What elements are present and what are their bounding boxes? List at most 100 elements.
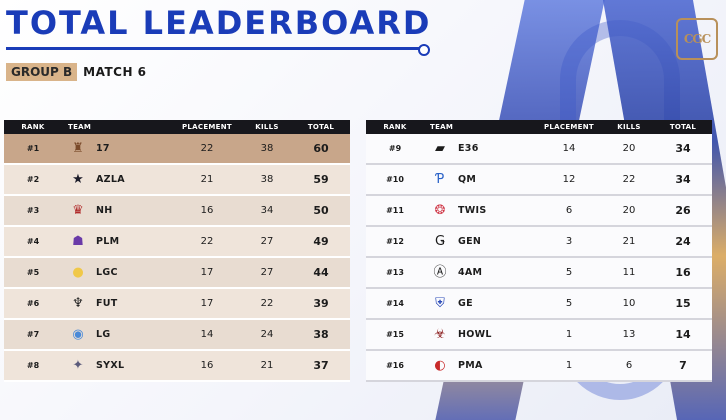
fut-emblem-icon: ♆ — [72, 296, 84, 311]
team-name: QM — [458, 174, 477, 185]
tournament-logo: CGC — [676, 18, 718, 60]
header-rank: RANK — [383, 123, 407, 131]
table-header: RANK TEAM PLACEMENT KILLS TOTAL — [366, 120, 712, 134]
team-name: PMA — [458, 360, 483, 371]
page-title: TOTAL LEADERBOARD — [6, 4, 432, 42]
table-row: #8 ✦ SYXL 16 21 37 — [4, 351, 350, 382]
table-row: #15 ☣ HOWL 1 13 14 — [366, 320, 712, 351]
team-cell: ◐ PMA — [424, 356, 534, 376]
team-cell: ❂ TWIS — [424, 201, 534, 221]
rank-cell: #14 — [386, 299, 404, 308]
kills-cell: 22 — [622, 174, 636, 185]
4am-logo-icon: Ⓐ — [433, 265, 447, 280]
placement-cell: 5 — [565, 298, 573, 309]
placement-cell: 21 — [200, 174, 214, 185]
placement-cell: 17 — [200, 267, 214, 278]
table-row: #4 ☗ PLM 22 27 49 — [4, 227, 350, 258]
team-name: SYXL — [96, 360, 125, 371]
table-header: RANK TEAM PLACEMENT KILLS TOTAL — [4, 120, 350, 134]
placement-cell: 22 — [200, 236, 214, 247]
team-cell: ♛ NH — [62, 201, 172, 221]
brain-icon: ❂ — [434, 203, 446, 218]
rank-cell: #5 — [26, 268, 40, 277]
rank-cell: #8 — [26, 361, 40, 370]
team-name: 17 — [96, 143, 110, 154]
blue-wave-icon: ◉ — [72, 327, 84, 342]
rank-cell: #3 — [26, 206, 40, 215]
team-cell: ◉ LG — [62, 325, 172, 345]
rank-cell: #4 — [26, 237, 40, 246]
total-cell: 49 — [313, 235, 329, 248]
crown-beast-icon: ♛ — [72, 203, 84, 218]
team-name: GE — [458, 298, 473, 309]
rank-cell: #16 — [386, 361, 404, 370]
placement-cell: 1 — [565, 360, 573, 371]
table-row: #12 Ǥ GEN 3 21 24 — [366, 227, 712, 258]
table-row: #9 ▰ E36 14 20 34 — [366, 134, 712, 165]
team-name: NH — [96, 205, 113, 216]
rank-cell: #10 — [386, 175, 404, 184]
header-team: TEAM — [430, 123, 454, 131]
gold-circle-icon: ● — [72, 265, 84, 280]
total-cell: 24 — [675, 235, 691, 248]
header-rank: RANK — [21, 123, 45, 131]
title-underline — [6, 44, 430, 56]
table-row: #16 ◐ PMA 1 6 7 — [366, 351, 712, 382]
group-badge: GROUP B — [6, 63, 78, 81]
team-cell: ✦ SYXL — [62, 356, 172, 376]
header-kills: KILLS — [255, 123, 279, 131]
total-cell: 59 — [313, 173, 329, 186]
team-name: LG — [96, 329, 111, 340]
placement-cell: 5 — [565, 267, 573, 278]
rank-cell: #1 — [26, 144, 40, 153]
team-cell: ⛨ GE — [424, 294, 534, 314]
rank-cell: #11 — [386, 206, 404, 215]
team-name: E36 — [458, 143, 479, 154]
total-cell: 39 — [313, 297, 329, 310]
header-total: TOTAL — [307, 123, 335, 131]
table-row: #3 ♛ NH 16 34 50 — [4, 196, 350, 227]
team-name: HOWL — [458, 329, 492, 340]
kills-cell: 6 — [625, 360, 633, 371]
table-row: #14 ⛨ GE 5 10 15 — [366, 289, 712, 320]
table-row: #1 ♜ 17 22 38 60 — [4, 134, 350, 165]
placement-cell: 6 — [565, 205, 573, 216]
placement-cell: 14 — [562, 143, 576, 154]
kills-cell: 38 — [260, 174, 274, 185]
team-cell: ● LGC — [62, 263, 172, 283]
kills-cell: 20 — [622, 143, 636, 154]
team-cell: ▰ E36 — [424, 139, 534, 159]
rank-cell: #6 — [26, 299, 40, 308]
match-label: MATCH 6 — [83, 65, 147, 79]
rank-cell: #9 — [388, 144, 402, 153]
kills-cell: 21 — [260, 360, 274, 371]
kills-cell: 38 — [260, 143, 274, 154]
purple-mask-icon: ☗ — [72, 234, 84, 249]
kills-cell: 34 — [260, 205, 274, 216]
total-cell: 38 — [313, 328, 329, 341]
total-cell: 37 — [313, 359, 329, 372]
team-name: LGC — [96, 267, 118, 278]
total-cell: 50 — [313, 204, 329, 217]
total-cell: 16 — [675, 266, 691, 279]
team-cell: ★ AZLA — [62, 170, 172, 190]
rank-cell: #12 — [386, 237, 404, 246]
placement-cell: 14 — [200, 329, 214, 340]
total-cell: 34 — [675, 173, 691, 186]
placement-cell: 3 — [565, 236, 573, 247]
table-row: #10 Ƥ QM 12 22 34 — [366, 165, 712, 196]
table-row: #5 ● LGC 17 27 44 — [4, 258, 350, 289]
header-total: TOTAL — [669, 123, 697, 131]
total-cell: 26 — [675, 204, 691, 217]
header-team: TEAM — [68, 123, 92, 131]
table-row: #2 ★ AZLA 21 38 59 — [4, 165, 350, 196]
header-kills: KILLS — [617, 123, 641, 131]
team-name: PLM — [96, 236, 120, 247]
rank-cell: #15 — [386, 330, 404, 339]
gen-letters-icon: Ǥ — [434, 234, 446, 249]
kills-cell: 27 — [260, 267, 274, 278]
rank-cell: #2 — [26, 175, 40, 184]
placement-cell: 16 — [200, 205, 214, 216]
team-cell: Ǥ GEN — [424, 232, 534, 252]
team-cell: ☣ HOWL — [424, 325, 534, 345]
